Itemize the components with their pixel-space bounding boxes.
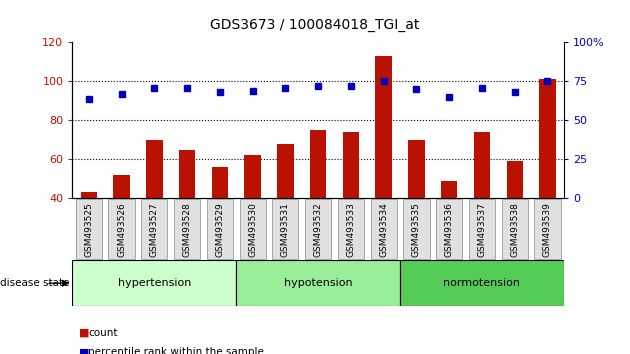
Text: ■: ■ [79, 328, 89, 338]
Text: hypotension: hypotension [284, 278, 352, 288]
Bar [113, 175, 130, 276]
Bar [441, 181, 457, 276]
FancyBboxPatch shape [501, 200, 528, 259]
Text: GSM493533: GSM493533 [346, 202, 355, 257]
Text: GSM493526: GSM493526 [117, 202, 126, 257]
FancyBboxPatch shape [272, 200, 299, 259]
Text: GSM493532: GSM493532 [314, 202, 323, 257]
Bar [244, 155, 261, 276]
Bar [212, 167, 228, 276]
Text: ■: ■ [79, 347, 89, 354]
FancyBboxPatch shape [141, 200, 168, 259]
FancyBboxPatch shape [534, 200, 561, 259]
Text: GSM493535: GSM493535 [412, 202, 421, 257]
FancyBboxPatch shape [469, 200, 495, 259]
Bar [81, 193, 97, 276]
FancyBboxPatch shape [108, 200, 135, 259]
Text: GSM493530: GSM493530 [248, 202, 257, 257]
Bar [343, 132, 359, 276]
Text: count: count [88, 328, 118, 338]
Bar [474, 132, 490, 276]
Text: percentile rank within the sample: percentile rank within the sample [88, 347, 264, 354]
Bar [146, 140, 163, 276]
FancyBboxPatch shape [207, 200, 233, 259]
Bar [179, 149, 195, 276]
FancyBboxPatch shape [174, 200, 200, 259]
Bar [507, 161, 523, 276]
Text: GSM493537: GSM493537 [478, 202, 486, 257]
FancyBboxPatch shape [403, 200, 430, 259]
Text: GSM493529: GSM493529 [215, 202, 224, 257]
Text: GSM493528: GSM493528 [183, 202, 192, 257]
FancyBboxPatch shape [400, 260, 564, 306]
Text: GSM493536: GSM493536 [445, 202, 454, 257]
Text: GSM493539: GSM493539 [543, 202, 552, 257]
FancyBboxPatch shape [338, 200, 364, 259]
Bar [408, 140, 425, 276]
FancyBboxPatch shape [239, 200, 266, 259]
Bar [539, 79, 556, 276]
FancyBboxPatch shape [72, 260, 236, 306]
FancyBboxPatch shape [76, 200, 102, 259]
FancyBboxPatch shape [305, 200, 331, 259]
Text: GSM493538: GSM493538 [510, 202, 519, 257]
Text: GSM493531: GSM493531 [281, 202, 290, 257]
FancyBboxPatch shape [370, 200, 397, 259]
Text: disease state: disease state [0, 278, 69, 288]
Text: GDS3673 / 100084018_TGI_at: GDS3673 / 100084018_TGI_at [210, 18, 420, 32]
Bar [277, 144, 294, 276]
Text: GSM493527: GSM493527 [150, 202, 159, 257]
FancyBboxPatch shape [436, 200, 462, 259]
Text: hypertension: hypertension [118, 278, 191, 288]
Bar [310, 130, 326, 276]
Bar [375, 56, 392, 276]
Text: normotension: normotension [444, 278, 520, 288]
FancyBboxPatch shape [236, 260, 400, 306]
Text: GSM493534: GSM493534 [379, 202, 388, 257]
Text: GSM493525: GSM493525 [84, 202, 93, 257]
